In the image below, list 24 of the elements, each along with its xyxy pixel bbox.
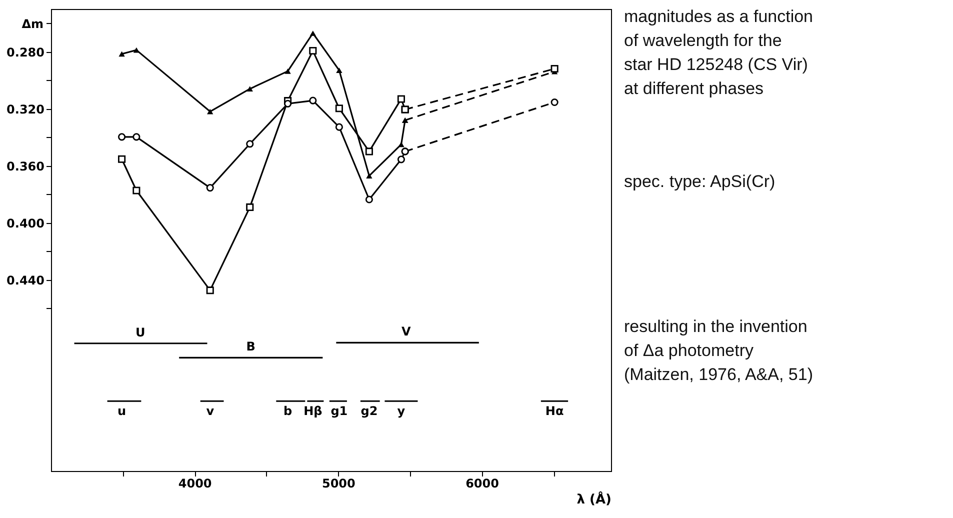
y-tick-label: 0.280 — [6, 45, 44, 60]
annotation: V — [401, 324, 412, 339]
annotation: B — [246, 340, 256, 354]
x-tick-label: 6000 — [466, 476, 499, 490]
annotation: U — [135, 325, 146, 340]
annotation: Hα — [545, 404, 564, 418]
annotation: g2 — [360, 404, 378, 418]
annotation: g1 — [330, 404, 348, 418]
annotation: Hβ — [304, 404, 323, 418]
text: resulting in the invention of Δa photometry (Maitzen, 1976, A&A, 51) — [624, 317, 813, 384]
text: magnitudes as a function of wavelength for the star HD 125248 (CS Vir) at different phases — [624, 7, 814, 98]
y-axis-title: Δm — [22, 16, 44, 31]
annotation: u — [118, 404, 126, 418]
y-tick-label: 0.360 — [6, 159, 44, 174]
y-tick-label: 0.320 — [6, 102, 44, 116]
x-tick-label: 4000 — [178, 476, 212, 490]
x-axis-title: λ (Å) — [576, 490, 612, 508]
y-tick-label: 0.400 — [6, 216, 44, 230]
x-tick-label: 5000 — [322, 476, 356, 490]
y-tick-label: 0.440 — [6, 273, 44, 288]
annotation: v — [206, 404, 214, 418]
annotation: b — [283, 404, 292, 418]
annotation: y — [397, 404, 406, 418]
text: spec. type: ApSi(Cr) — [624, 172, 776, 191]
